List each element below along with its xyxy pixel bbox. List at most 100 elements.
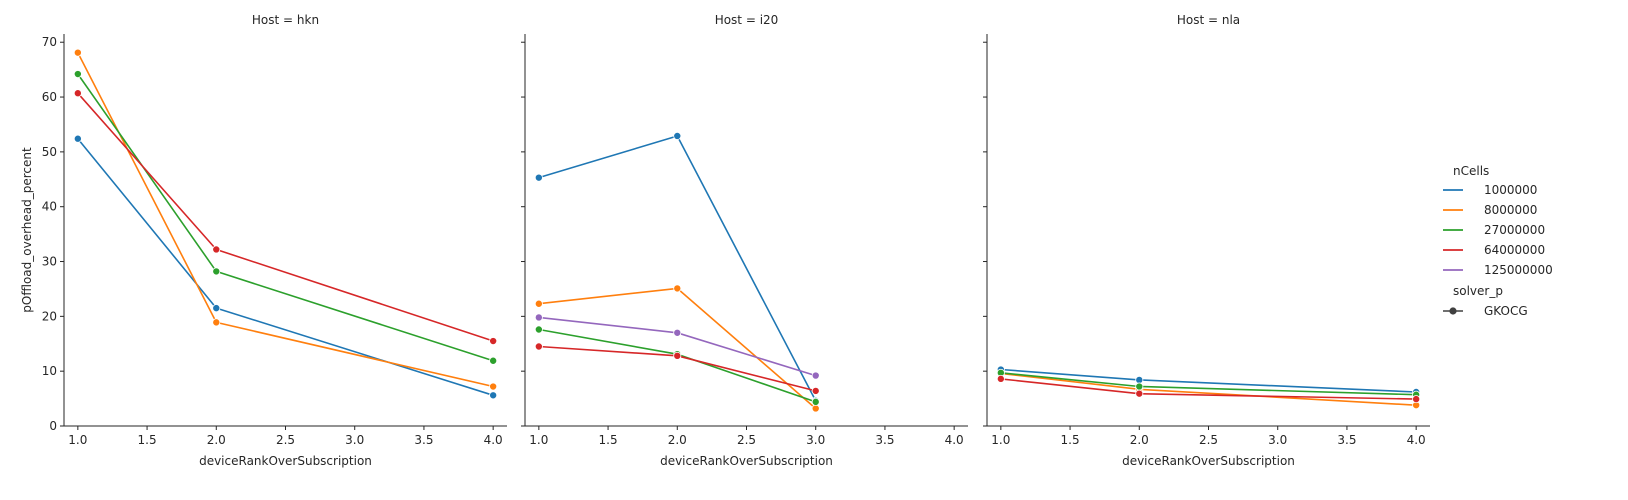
legend-label: GKOCG [1484,304,1528,318]
series-64000000 [534,342,820,395]
legend-item: 1000000 [1443,183,1537,197]
x-tick-label: 4.0 [1407,433,1426,447]
series-8000000 [73,48,498,391]
data-point [212,267,221,276]
y-tick-label: 10 [42,364,57,378]
x-axis-label: deviceRankOverSubscription [660,454,833,468]
data-point [212,245,221,254]
legend-label: 1000000 [1484,183,1537,197]
series-line [538,316,816,377]
x-tick-label: 3.5 [875,433,894,447]
x-tick-label: 1.5 [138,433,157,447]
data-point [212,304,221,313]
x-tick-label: 1.0 [68,433,87,447]
series-line [77,138,494,397]
panel-title: Host = hkn [252,13,319,27]
legend-label: 64000000 [1484,243,1545,257]
legend-item: 64000000 [1443,243,1545,257]
x-tick-label: 2.5 [1199,433,1218,447]
x-tick-label: 2.5 [737,433,756,447]
data-point [811,397,820,406]
data-point [73,134,82,143]
data-point [1412,395,1421,404]
x-tick-label: 4.0 [484,433,503,447]
data-point [212,318,221,327]
data-point [811,404,820,413]
chart-panels: Host = hkn 1.0 1.5 2.0 2.5 3.0 3.5 4.0 0 10 20 30 40… [20,13,1430,468]
y-tick-label: 20 [42,309,57,323]
series-line [1000,372,1417,396]
data-point [489,337,498,346]
panel-2: Host = i20 1.0 1.5 2.0 2.5 3.0 3.5 4.0 deviceRan… [521,13,968,468]
data-point [73,48,82,57]
series-27000000 [73,70,498,365]
data-point [73,89,82,98]
series-line [538,287,817,410]
series-1000000 [73,134,498,400]
y-tick-label: 40 [42,200,57,214]
y-tick-label: 70 [42,35,57,49]
data-point [673,131,682,140]
data-point [811,386,820,395]
x-tick-label: 3.0 [806,433,825,447]
x-tick-label: 1.0 [529,433,548,447]
data-point [73,70,82,79]
series-line [538,328,816,403]
data-point [673,284,682,293]
x-axis-label: deviceRankOverSubscription [1122,454,1295,468]
data-point [673,351,682,360]
x-tick-label: 3.5 [1337,433,1356,447]
data-point [534,299,543,308]
data-point [673,328,682,337]
y-tick-label: 30 [42,255,57,269]
data-point [534,325,543,334]
x-tick-label: 3.5 [414,433,433,447]
y-tick-label: 60 [42,90,57,104]
data-point [1135,389,1144,398]
series-64000000 [996,374,1421,404]
data-point [811,371,820,380]
data-point [996,374,1005,383]
legend-item: 8000000 [1443,203,1537,217]
x-tick-label: 2.0 [668,433,687,447]
series-line [77,92,494,342]
data-point [534,313,543,322]
y-tick-label: 50 [42,145,57,159]
legend-label: 27000000 [1484,223,1545,237]
x-tick-label: 3.0 [345,433,364,447]
series-line [77,73,494,362]
legend: nCells 1000000 8000000 27000000 64000000 1250… [1443,164,1553,318]
x-tick-label: 2.5 [276,433,295,447]
data-point [534,342,543,351]
x-tick-label: 1.5 [1061,433,1080,447]
x-tick-label: 4.0 [945,433,964,447]
legend-label: 125000000 [1484,263,1553,277]
series-line [538,135,817,402]
legend-label: 8000000 [1484,203,1537,217]
panel-title: Host = nla [1177,13,1240,27]
panel-1: Host = hkn 1.0 1.5 2.0 2.5 3.0 3.5 4.0 0 10 20 30 40… [42,13,507,468]
data-point [489,391,498,400]
y-tick-label: 0 [49,419,57,433]
legend-marker [1449,307,1457,315]
x-tick-label: 1.0 [991,433,1010,447]
series-64000000 [73,89,498,346]
panel-title: Host = i20 [715,13,779,27]
y-axis-label: pOffload_overhead_percent [20,147,34,313]
x-tick-label: 3.0 [1268,433,1287,447]
legend-item: GKOCG [1443,304,1528,318]
data-point [534,173,543,182]
legend-style-title: solver_p [1453,284,1503,298]
series-27000000 [534,325,820,406]
data-point [1135,375,1144,384]
data-point [489,382,498,391]
series-8000000 [534,284,820,413]
x-tick-label: 2.0 [207,433,226,447]
series-line [77,52,494,388]
data-point [1135,382,1144,391]
x-tick-label: 2.0 [1130,433,1149,447]
x-tick-label: 1.5 [599,433,618,447]
panel-3: Host = nla 1.0 1.5 2.0 2.5 3.0 3.5 4.0 deviceRan… [983,13,1430,468]
x-axis-label: deviceRankOverSubscription [199,454,372,468]
